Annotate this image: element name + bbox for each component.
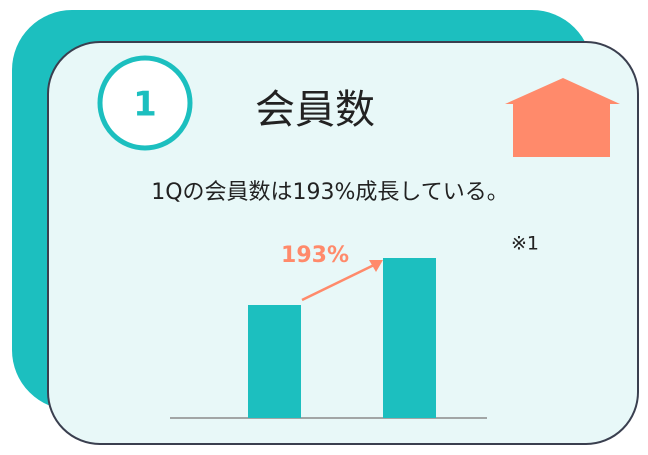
note: ※1	[511, 233, 539, 255]
subtitle: 1Qの会員数は193%成長している。	[151, 180, 509, 205]
growth-arrow-head	[369, 260, 383, 272]
card	[47, 41, 639, 445]
card-title: 会員数	[255, 87, 375, 133]
bar	[248, 305, 301, 418]
badge-circle	[97, 55, 193, 151]
up-arrow-icon	[505, 78, 620, 157]
growth-arrow	[301, 263, 375, 302]
bar	[383, 258, 436, 418]
growth-label: 193%	[281, 243, 349, 268]
badge-number: 1	[133, 85, 157, 125]
